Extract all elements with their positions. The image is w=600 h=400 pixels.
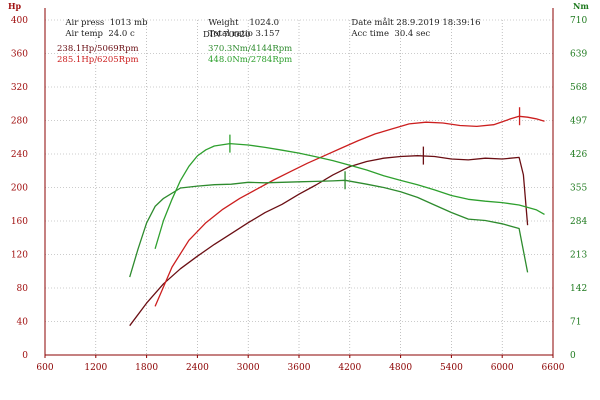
x-tick-label: 1200: [84, 363, 107, 373]
y-tick-label-left: 160: [11, 217, 28, 227]
series-line: [129, 179, 529, 278]
y-tick-label-right: 213: [570, 251, 587, 261]
y-tick-label-left: 80: [17, 284, 29, 294]
legend-hp-red: 285.1Hp/6205Rpm: [57, 55, 139, 65]
x-tick-label: 6600: [542, 363, 565, 373]
y-tick-label-right: 284: [570, 217, 587, 227]
y-tick-label-left: 320: [11, 83, 28, 93]
date-value: 28.9.2019 18:39:16: [396, 18, 481, 28]
y-tick-labels-right: 0 71 142 213 284 355 426 497 568 639 710: [570, 16, 587, 361]
air-press-label: Air press: [65, 18, 105, 28]
y-tick-label-left: 240: [11, 150, 28, 160]
date-label: Date målt: [351, 18, 394, 28]
header-ratio: Total ratio 3.157: [203, 19, 280, 39]
legend-nm-light: 448.0Nm/2784Rpm: [208, 55, 293, 65]
y-tick-label-right: 426: [570, 150, 587, 160]
x-tick-label: 5400: [440, 363, 463, 373]
y-tick-label-left: 200: [11, 184, 28, 194]
ratio-value: 3.157: [255, 29, 280, 39]
x-tick-labels: 600 1200 1800 2400 3000 3600 4200 4800 5400 6000 6…: [36, 355, 565, 373]
y-tick-label-left: 120: [11, 251, 28, 261]
x-tick-label: 2400: [186, 363, 209, 373]
air-temp-label: Air temp: [65, 29, 103, 39]
y-tick-label-right: 497: [570, 117, 587, 127]
y-tick-label-right: 0: [570, 351, 576, 361]
header-weight: Weight 1024.0: [203, 8, 279, 28]
x-tick-label: 4800: [389, 363, 412, 373]
x-tick-label: 3000: [237, 363, 260, 373]
series-lines: [129, 115, 545, 327]
header-acc-time: Acc time 30.4 sec: [346, 19, 430, 39]
series-line: [154, 115, 545, 307]
x-tick-label: 600: [36, 363, 53, 373]
header-date: Date målt 28.9.2019 18:39:16: [346, 8, 481, 28]
x-tick-label: 6000: [491, 363, 514, 373]
y-tick-label-left: 40: [17, 318, 29, 328]
grid: [44, 19, 554, 356]
weight-label: Weight: [208, 18, 239, 28]
y-tick-label-right: 355: [570, 184, 587, 194]
y-tick-label-left: 0: [22, 351, 28, 361]
header-air-temp: Air temp 24.0 c: [60, 19, 135, 39]
header-air-press: Air press 1013 mb: [60, 8, 148, 28]
series-line: [154, 142, 545, 249]
y-tick-label-right: 71: [570, 318, 581, 328]
header-din: DIN 70020: [203, 30, 251, 40]
legend-nm-dark: 370.3Nm/4144Rpm: [208, 44, 293, 54]
ratio-label: Total ratio: [208, 29, 253, 39]
y-axis-right-label: Nm: [573, 1, 589, 11]
y-tick-label-right: 142: [570, 284, 587, 294]
series-line: [129, 155, 529, 327]
x-tick-label: 4200: [338, 363, 361, 373]
air-press-value: 1013 mb: [109, 18, 148, 28]
x-tick-label: 3600: [288, 363, 311, 373]
y-tick-labels-left: 0 40 80 120 160 200 240 280 320 360 400: [11, 16, 28, 361]
peak-markers: [229, 107, 521, 190]
air-temp-value: 24.0 c: [108, 29, 135, 39]
y-tick-label-left: 360: [11, 50, 28, 60]
y-axis-left-label: Hp: [8, 1, 22, 11]
y-tick-label-right: 710: [570, 16, 587, 26]
y-tick-label-left: 400: [11, 16, 28, 26]
y-tick-label-right: 639: [570, 50, 587, 60]
weight-value: 1024.0: [249, 18, 280, 28]
legend-hp-dark: 238.1Hp/5069Rpm: [57, 44, 139, 54]
y-tick-label-left: 280: [11, 117, 28, 127]
y-tick-label-right: 568: [570, 83, 587, 93]
x-tick-label: 1800: [135, 363, 158, 373]
acc-value: 30.4 sec: [394, 29, 431, 39]
acc-label: Acc time: [351, 29, 389, 39]
